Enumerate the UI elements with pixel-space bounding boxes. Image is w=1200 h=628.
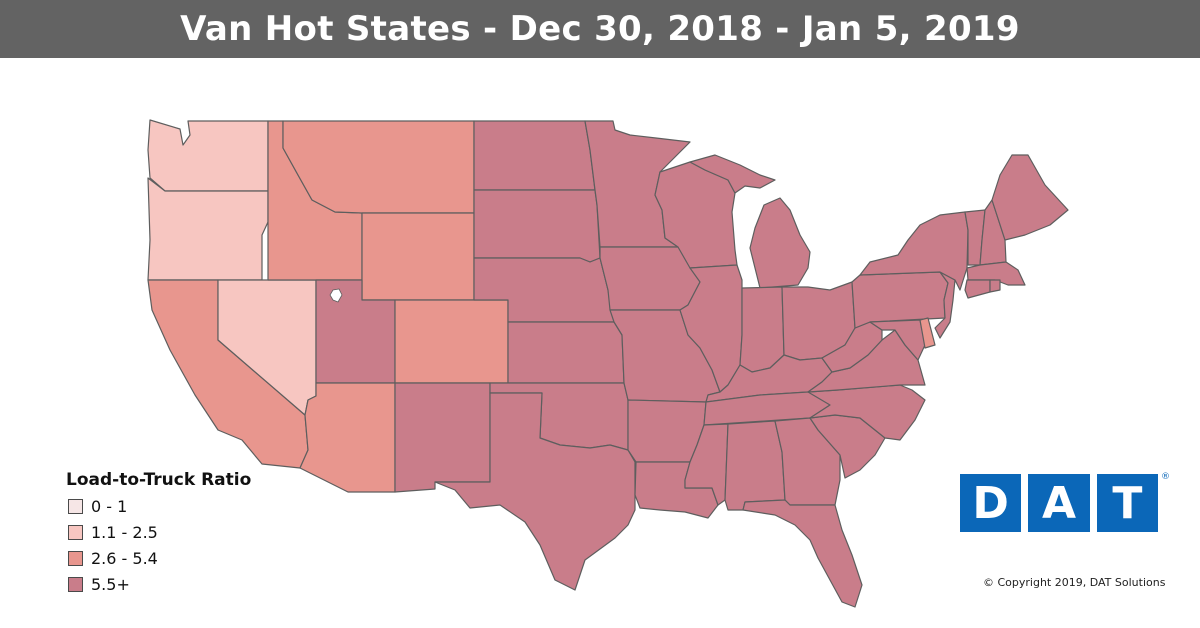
legend-item: 0 - 1 [66,493,251,519]
legend-item: 5.5+ [66,571,251,597]
logo-letter: D [960,474,1022,532]
state-ms [684,423,729,506]
state-wv [821,321,883,373]
state-me [991,154,1069,241]
legend-swatch [68,524,83,540]
dat-logo: D A T [960,474,1158,532]
state-de [919,317,936,349]
state-or [147,177,269,281]
logo-letter: A [1028,474,1090,532]
legend-swatch [68,550,83,566]
logo-letter: T [1096,474,1158,532]
state-co [394,299,509,384]
state-ct [964,279,991,299]
state-in [739,286,785,373]
legend-label: 5.5+ [91,574,130,594]
copyright: © Copyright 2019, DAT Solutions [983,576,1166,589]
state-ks [507,321,625,384]
state-az [299,382,396,493]
state-tx [434,392,636,591]
title-bar: Van Hot States - Dec 30, 2018 - Jan 5, 2… [0,0,1200,58]
state-nd [473,120,596,191]
legend-swatch [68,498,83,514]
state-mi [749,197,811,289]
state-fl [742,499,863,608]
state-pa [851,271,949,329]
legend-swatch [68,576,83,592]
great-salt-lake [329,288,343,303]
legend-title: Load-to-Truck Ratio [66,470,252,490]
legend-label: 2.6 - 5.4 [91,548,158,568]
state-mt [282,120,475,214]
state-ri [989,279,1001,293]
legend-label: 0 - 1 [91,496,128,516]
us-map [147,119,1069,608]
registered-mark: ® [1161,472,1170,482]
legend: Load-to-Truck Ratio 0 - 1 1.1 - 2.5 2.6 … [66,470,251,597]
state-sd [473,189,601,263]
state-mi-upper [689,154,776,194]
state-nj [934,271,956,339]
state-nm [394,382,491,493]
state-wy [361,212,475,301]
state-wa [147,119,269,192]
state-al [724,420,786,511]
legend-label: 1.1 - 2.5 [91,522,158,542]
legend-item: 1.1 - 2.5 [66,519,251,545]
legend-item: 2.6 - 5.4 [66,545,251,571]
map-title: Van Hot States - Dec 30, 2018 - Jan 5, 2… [180,9,1020,49]
